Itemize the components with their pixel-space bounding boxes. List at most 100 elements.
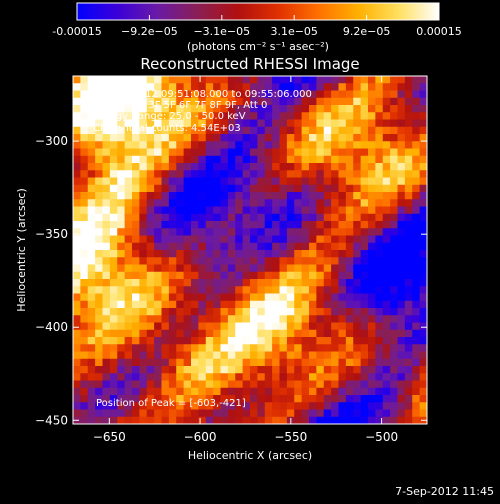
heatmap-cell: [213, 228, 222, 237]
heatmap-cell: [117, 373, 126, 382]
heatmap-cell: [124, 351, 133, 360]
heatmap-cell: [338, 235, 347, 244]
heatmap-cell: [309, 235, 317, 244]
heatmap-cell: [227, 344, 236, 353]
heatmap-cell: [250, 242, 258, 251]
heatmap-cell: [404, 322, 413, 331]
heatmap-cell: [161, 97, 170, 106]
heatmap-cell: [132, 264, 140, 273]
heatmap-cell: [390, 257, 399, 266]
heatmap-cell: [390, 293, 399, 302]
heatmap-cell: [331, 257, 340, 266]
heatmap-cell: [183, 322, 192, 331]
heatmap-cell: [323, 373, 332, 382]
heatmap-cell: [161, 242, 170, 251]
heatmap-cell: [257, 228, 266, 237]
heatmap-cell: [323, 344, 332, 353]
heatmap-cell: [286, 286, 295, 295]
heatmap-cell: [220, 242, 229, 251]
heatmap-cell: [109, 228, 118, 237]
heatmap-cell: [176, 308, 185, 316]
heatmap-cell: [382, 112, 391, 121]
heatmap-cell: [154, 97, 163, 106]
heatmap-cell: [404, 148, 413, 157]
heatmap-cell: [338, 155, 347, 164]
heatmap-cell: [353, 300, 362, 309]
heatmap-cell: [397, 97, 406, 106]
heatmap-cell: [109, 322, 118, 331]
heatmap-cell: [102, 402, 111, 411]
heatmap-cell: [419, 337, 427, 345]
heatmap-cell: [205, 184, 214, 193]
heatmap-cell: [102, 76, 111, 84]
heatmap-cell: [272, 402, 281, 411]
heatmap-cell: [279, 97, 288, 106]
heatmap-cell: [279, 184, 288, 193]
heatmap-cell: [132, 308, 140, 316]
heatmap-cell: [117, 126, 126, 135]
heatmap-cell: [146, 228, 155, 237]
heatmap-cell: [242, 293, 251, 302]
heatmap-cell: [397, 148, 406, 157]
heatmap-cell: [316, 416, 325, 424]
heatmap-cell: [205, 141, 214, 150]
heatmap-cell: [242, 177, 251, 186]
heatmap-cell: [404, 112, 413, 121]
heatmap-cell: [161, 322, 170, 331]
heatmap-cell: [368, 271, 376, 280]
heatmap-cell: [109, 119, 118, 128]
heatmap-cell: [109, 250, 118, 258]
heatmap-cell: [198, 250, 207, 258]
heatmap-cell: [73, 83, 81, 92]
heatmap-cell: [294, 148, 303, 157]
heatmap-cell: [213, 235, 222, 244]
heatmap-cell: [87, 293, 96, 302]
heatmap-cell: [132, 148, 140, 157]
colorbar-ticks: -0.00015 −9.2e−05 −3.1e−05 3.1e−05 9.2e−05 0.…: [52, 15, 462, 38]
heatmap-cell: [117, 155, 126, 164]
heatmap-cell: [286, 155, 295, 164]
heatmap-cell: [132, 83, 140, 92]
heatmap-cell: [360, 221, 369, 229]
heatmap-cell: [191, 119, 199, 128]
heatmap-cell: [250, 351, 258, 360]
heatmap-cell: [139, 221, 148, 229]
heatmap-cell: [198, 380, 207, 389]
heatmap-cell: [95, 105, 104, 113]
heatmap-cell: [139, 90, 148, 99]
heatmap-cell: [272, 83, 281, 92]
heatmap-cell: [390, 221, 399, 229]
heatmap-cell: [146, 134, 155, 142]
heatmap-cell: [257, 279, 266, 287]
heatmap-cell: [80, 409, 89, 418]
heatmap-cell: [109, 199, 118, 208]
heatmap-cell: [353, 228, 362, 237]
heatmap-cell: [301, 206, 310, 215]
heatmap-cell: [309, 126, 317, 135]
heatmap-cell: [331, 235, 340, 244]
heatmap-cell: [132, 395, 140, 403]
heatmap-cell: [235, 177, 244, 186]
heatmap-cell: [87, 315, 96, 324]
heatmap-cell: [146, 199, 155, 208]
heatmap-cell: [331, 184, 340, 193]
heatmap-cell: [404, 83, 413, 92]
heatmap-cell: [286, 351, 295, 360]
heatmap-cell: [154, 213, 163, 222]
heatmap-cell: [390, 402, 399, 411]
heatmap-cell: [235, 329, 244, 338]
heatmap-cell: [242, 97, 251, 106]
heatmap-cell: [382, 170, 391, 179]
heatmap-cell: [117, 170, 126, 179]
heatmap-cell: [412, 250, 421, 258]
heatmap-cell: [87, 271, 96, 280]
heatmap-cell: [176, 329, 185, 338]
heatmap-cell: [235, 286, 244, 295]
heatmap-cell: [294, 228, 303, 237]
heatmap-cell: [360, 177, 369, 186]
heatmap-cell: [73, 293, 81, 302]
heatmap-cell: [338, 105, 347, 113]
heatmap-cell: [102, 199, 111, 208]
heatmap-cell: [73, 105, 81, 113]
heatmap-cell: [272, 315, 281, 324]
